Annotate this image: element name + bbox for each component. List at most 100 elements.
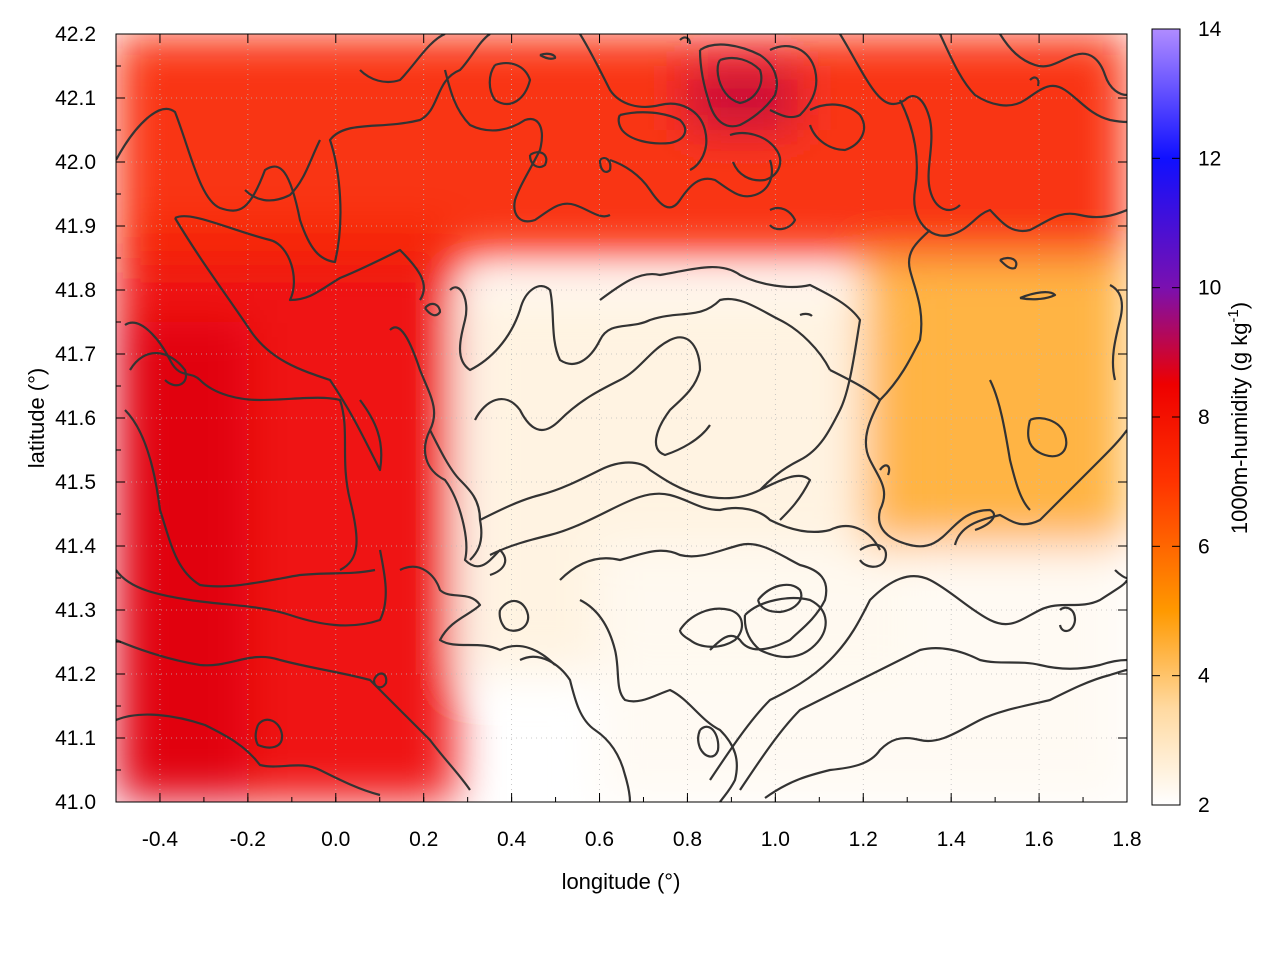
y-tick-label: 41.5 [55, 471, 96, 494]
contour-line [116, 713, 381, 797]
contour-line [729, 131, 782, 182]
contour-line [579, 34, 708, 171]
x-tick-label: -0.2 [230, 828, 266, 851]
colorbar-tick-label: 14 [1198, 18, 1222, 41]
contour-line [474, 336, 711, 457]
y-tick-label: 41.1 [55, 727, 96, 750]
contour-line [678, 607, 743, 648]
colorbar: 2 4 6 8 10 12 14 1000m-humidity (g kg-1) [1151, 18, 1252, 817]
contour-line [1058, 606, 1077, 633]
contour-line [953, 429, 1127, 546]
colorbar-label-end: ) [1227, 302, 1252, 309]
contour-line [799, 312, 813, 317]
x-tick-label: 1.8 [1112, 828, 1141, 851]
contour-line [519, 655, 632, 802]
contour-line [528, 151, 548, 169]
contour-line [599, 265, 862, 521]
contour-line [1109, 284, 1124, 381]
contour-line [116, 549, 387, 627]
contour-line [743, 597, 827, 658]
humidity-region-eastern-plateau [863, 258, 1127, 546]
contour-line [609, 158, 773, 209]
y-tick-label: 41.3 [55, 599, 96, 622]
y-tick-label: 41.2 [55, 663, 96, 686]
y-tick-label: 41.7 [55, 343, 96, 366]
contour-line [399, 565, 556, 666]
contour-line [679, 36, 692, 45]
contour-line [489, 492, 881, 556]
contour-line [174, 217, 383, 472]
contour-line [716, 56, 763, 105]
y-tick-label: 41.6 [55, 407, 96, 430]
x-tick-label: 0.2 [409, 828, 438, 851]
x-tick-label: 1.6 [1024, 828, 1053, 851]
colorbar-tick-label: 6 [1198, 535, 1210, 558]
y-tick-marks [116, 33, 1127, 803]
contour-line [739, 646, 1127, 791]
contour-line [429, 429, 483, 561]
contour-line [244, 139, 321, 202]
contour-line [989, 379, 1031, 511]
colorbar-tick-label: 2 [1198, 794, 1210, 817]
contour-line [698, 43, 778, 128]
contour-line [769, 45, 818, 119]
y-tick-label: 42.2 [55, 23, 96, 46]
y-tick-label: 41.9 [55, 215, 96, 238]
contour-line [579, 599, 738, 802]
contour-line [498, 599, 530, 632]
grid-lines [116, 34, 1127, 802]
contour-line [859, 543, 888, 568]
y-tick-label: 41.8 [55, 279, 96, 302]
contour-line [116, 34, 491, 264]
contour-line [372, 672, 388, 689]
x-tick-label: 1.0 [761, 828, 790, 851]
colorbar-tick-label: 8 [1198, 406, 1210, 429]
plot-area [116, 34, 1127, 802]
x-tick-marks [115, 34, 1128, 802]
x-tick-labels: -0.4 -0.2 0.0 0.2 0.4 0.6 0.8 1.0 1.2 1.4 1.6 1.8 [142, 828, 1142, 851]
contour-line [999, 256, 1018, 270]
contour-line [879, 464, 891, 476]
contour-line [359, 34, 446, 84]
colorbar-tick-label: 10 [1198, 277, 1221, 300]
contour-line [174, 215, 425, 302]
x-axis-label: longitude (°) [562, 869, 681, 894]
x-tick-label: 0.4 [497, 828, 527, 851]
contour-line [539, 52, 557, 60]
colorbar-label: 1000m-humidity (g kg-1) [1225, 302, 1252, 534]
contour-line [1027, 417, 1068, 458]
y-tick-label: 42.1 [55, 87, 96, 110]
colorbar-label-main: 1000m-humidity (g kg [1227, 323, 1252, 535]
contour-line [598, 156, 612, 174]
contour-line [709, 575, 1127, 781]
x-tick-label: 0.0 [321, 828, 350, 851]
contour-line [449, 285, 831, 372]
contour-line [1019, 291, 1057, 301]
contour-line [1114, 569, 1127, 580]
contour-line [756, 583, 803, 614]
colorbar-label-superscript: -1 [1225, 309, 1242, 322]
y-tick-labels: 41.0 41.1 41.2 41.3 41.4 41.5 41.6 41.7 41.8 41.9… [55, 23, 96, 814]
humidity-region-western-band [116, 226, 455, 802]
contour-line [488, 62, 532, 105]
contour-line [124, 409, 376, 588]
x-tick-label: 1.2 [849, 828, 878, 851]
y-tick-label: 41.4 [55, 535, 96, 558]
contour-line [769, 206, 797, 231]
contour-line [124, 321, 358, 571]
contour-line [764, 668, 1127, 799]
x-tick-label: 0.6 [585, 828, 614, 851]
contour-line [479, 461, 761, 521]
y-axis-label: latitude (°) [24, 368, 49, 469]
contour-line [129, 352, 188, 387]
humidity-region-northern-band [116, 34, 1127, 258]
colorbar-tick-marks [1152, 28, 1180, 806]
contour-line [559, 542, 828, 651]
contour-line [829, 229, 931, 402]
contour-line [697, 725, 720, 758]
colorbar-tick-label: 4 [1198, 665, 1210, 688]
contour-line [808, 103, 866, 152]
x-tick-label: 1.4 [937, 828, 967, 851]
contour-line [839, 34, 961, 212]
